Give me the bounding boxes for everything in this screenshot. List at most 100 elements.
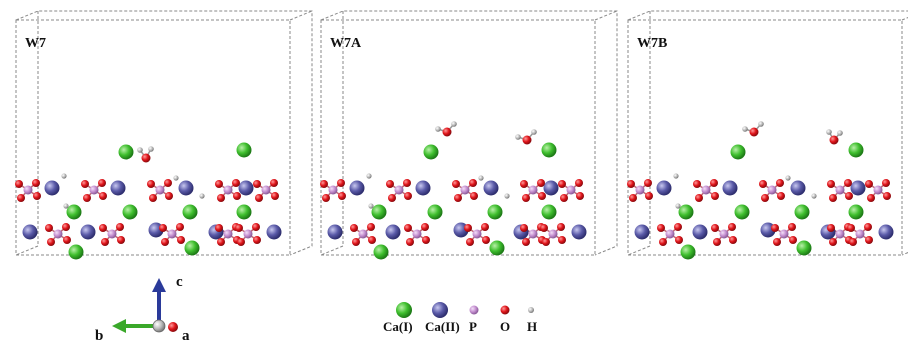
o-atom — [83, 194, 91, 202]
ca2-atom — [385, 224, 401, 240]
o-atom — [711, 224, 719, 232]
panel-w7: W7 — [15, 10, 313, 260]
ca1-atom — [423, 144, 439, 160]
o-atom — [404, 224, 412, 232]
panel-w7a: W7A — [320, 10, 618, 260]
cell-box — [320, 10, 618, 256]
o-atom — [711, 192, 719, 200]
o-atom — [865, 180, 873, 188]
legend-p-label: P — [469, 319, 477, 334]
o-atom — [165, 192, 173, 200]
ca1-atom — [236, 204, 252, 220]
o-atom — [233, 192, 241, 200]
o-atom — [464, 224, 472, 232]
o-atom — [675, 236, 683, 244]
o-atom — [627, 180, 635, 188]
p-atom — [835, 229, 845, 239]
legend: Ca(I) Ca(II) P O H — [383, 302, 537, 334]
o-atom — [215, 224, 223, 232]
o-atom — [161, 238, 169, 246]
p-atom — [223, 229, 233, 239]
o-atom — [421, 223, 429, 231]
o-atom — [729, 236, 737, 244]
ca1-atom — [122, 204, 138, 220]
slab-structure — [627, 142, 894, 260]
o-atom — [522, 194, 530, 202]
ca2-atom — [878, 224, 894, 240]
o-atom — [883, 192, 891, 200]
o-atom — [253, 236, 261, 244]
water-molecule — [137, 146, 154, 163]
panel-label: W7A — [330, 36, 362, 51]
o-atom — [466, 238, 474, 246]
axes-indicator: c b a — [95, 274, 190, 344]
panel-label: W7 — [25, 36, 46, 51]
p-atom — [779, 229, 789, 239]
water-molecule — [742, 121, 764, 137]
p-atom — [243, 229, 253, 239]
legend-h-label: H — [527, 319, 537, 334]
p-atom — [155, 185, 165, 195]
o-atom — [422, 236, 430, 244]
o-atom — [522, 238, 530, 246]
ca2-atom — [692, 224, 708, 240]
p-atom — [528, 185, 538, 195]
o-atom — [62, 223, 70, 231]
o-atom — [710, 179, 718, 187]
o-atom — [403, 179, 411, 187]
ca2-atom — [543, 180, 559, 196]
o-atom — [867, 194, 875, 202]
legend-ca2-swatch — [432, 302, 448, 318]
p-atom — [261, 185, 271, 195]
o-atom — [368, 236, 376, 244]
p-atom — [53, 229, 63, 239]
o-atom — [695, 194, 703, 202]
ca2-atom — [790, 180, 806, 196]
o-atom — [558, 236, 566, 244]
o-atom — [849, 238, 857, 246]
o-atom — [337, 179, 345, 187]
panel-label: W7B — [637, 36, 667, 51]
o-atom — [454, 194, 462, 202]
o-atom — [99, 192, 107, 200]
o-atom — [761, 194, 769, 202]
o-atom — [338, 192, 346, 200]
p-atom — [167, 229, 177, 239]
h-atom — [199, 193, 205, 199]
o-atom — [470, 192, 478, 200]
ca1-atom — [734, 204, 750, 220]
ca1-atom — [182, 204, 198, 220]
legend-p-swatch — [469, 305, 479, 315]
o-atom — [789, 236, 797, 244]
o-atom — [237, 238, 245, 246]
p-atom — [835, 185, 845, 195]
ca1-atom — [68, 244, 84, 260]
ca1-atom — [118, 144, 134, 160]
axis-b-label: b — [95, 328, 103, 342]
o-atom — [352, 238, 360, 246]
o-atom — [177, 236, 185, 244]
o-atom — [576, 192, 584, 200]
ca2-atom — [110, 180, 126, 196]
o-atom — [520, 180, 528, 188]
ca2-atom — [483, 180, 499, 196]
p-atom — [719, 229, 729, 239]
h-atom — [478, 175, 484, 181]
o-atom — [452, 180, 460, 188]
o-atom — [255, 194, 263, 202]
ca1-atom — [66, 204, 82, 220]
ca1-atom — [373, 244, 389, 260]
o-atom — [164, 179, 172, 187]
o-atom — [322, 194, 330, 202]
h-atom — [504, 193, 510, 199]
o-atom — [270, 179, 278, 187]
p-atom — [665, 229, 675, 239]
ca1-atom — [730, 144, 746, 160]
o-atom — [674, 223, 682, 231]
h-atom — [61, 173, 67, 179]
p-atom — [223, 185, 233, 195]
ca1-atom — [794, 204, 810, 220]
o-atom — [538, 192, 546, 200]
h-atom — [675, 203, 681, 209]
o-atom — [520, 224, 528, 232]
